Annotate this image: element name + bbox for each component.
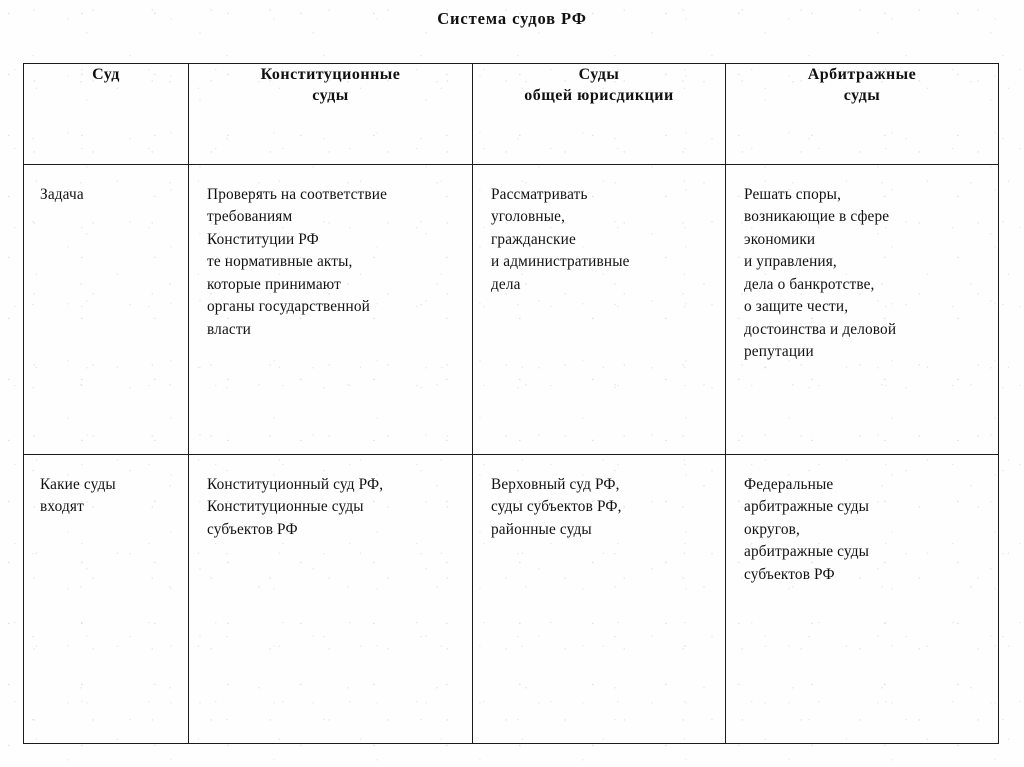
row-label-cell-task: Задача xyxy=(23,164,189,455)
column-header-label: Суды общей юрисдикции xyxy=(524,66,674,105)
row-label-cell-which-courts: Какие суды входят xyxy=(23,454,189,744)
row-label: Какие суды входят xyxy=(40,476,116,516)
cell-text: Конституционный суд РФ, Конституционные … xyxy=(207,476,384,538)
cell-task-general-jurisdiction: Рассматривать уголовные, гражданские и а… xyxy=(472,164,726,455)
cell-text: Федеральные арбитражные суды округов, ар… xyxy=(744,476,870,583)
table-row: Какие суды входят Конституционный суд РФ… xyxy=(23,454,999,744)
cell-task-arbitration: Решать споры, возникающие в сфере эконом… xyxy=(725,164,999,455)
column-header-label: Суд xyxy=(92,66,120,83)
column-header-label: Арбитражные суды xyxy=(807,66,917,105)
page-title: Система судов РФ xyxy=(437,9,587,28)
cell-text: Рассматривать уголовные, гражданские и а… xyxy=(491,186,630,293)
column-header-label: Конституционные суды xyxy=(260,66,401,105)
cell-text: Верховный суд РФ, суды субъектов РФ, рай… xyxy=(491,476,622,538)
cell-which-constitutional: Конституционный суд РФ, Конституционные … xyxy=(188,454,473,744)
cell-text: Решать споры, возникающие в сфере эконом… xyxy=(744,186,897,361)
cell-which-general-jurisdiction: Верховный суд РФ, суды субъектов РФ, рай… xyxy=(472,454,726,744)
table-header-cell-arbitration: Арбитражные суды xyxy=(725,63,999,165)
table-header-cell-general-jurisdiction: Суды общей юрисдикции xyxy=(472,63,726,165)
table-header-row: Суд Конституционные суды Суды общей юрис… xyxy=(23,63,999,165)
cell-task-constitutional: Проверять на соответствие требованиям Ко… xyxy=(188,164,473,455)
table-row: Задача Проверять на соответствие требова… xyxy=(23,164,999,455)
row-label: Задача xyxy=(40,186,84,203)
cell-which-arbitration: Федеральные арбитражные суды округов, ар… xyxy=(725,454,999,744)
cell-text: Проверять на соответствие требованиям Ко… xyxy=(207,186,388,338)
courts-comparison-table: Суд Конституционные суды Суды общей юрис… xyxy=(23,63,999,744)
table-header-cell-court: Суд xyxy=(23,63,189,165)
table-header-cell-constitutional: Конституционные суды xyxy=(188,63,473,165)
